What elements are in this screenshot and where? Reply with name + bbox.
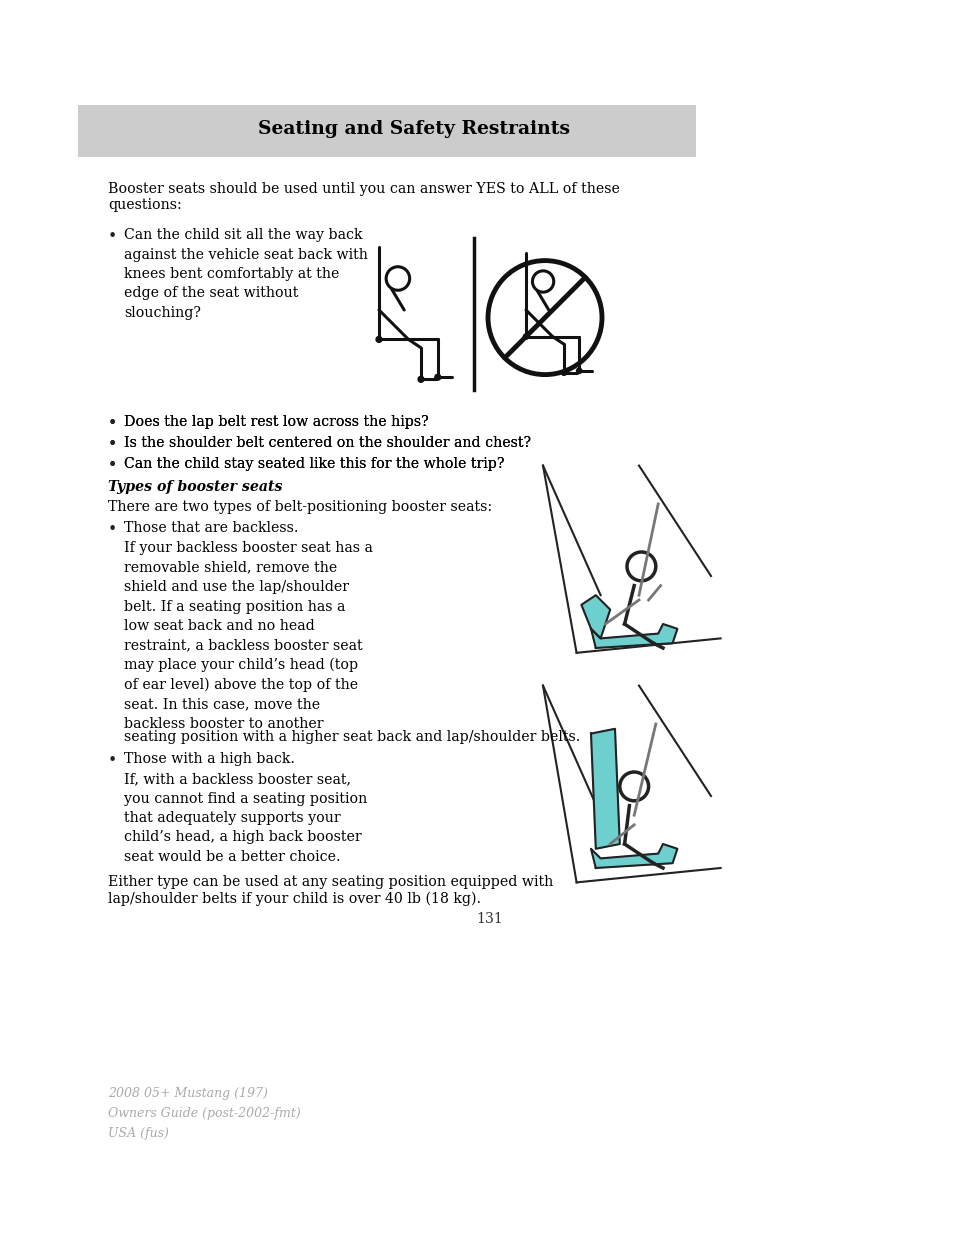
Circle shape (523, 333, 528, 340)
Bar (78, 105, 696, 157)
Text: belt. If a seating position has a: belt. If a seating position has a (124, 599, 345, 614)
Text: Can the child stay seated like this for the whole trip?: Can the child stay seated like this for … (124, 457, 504, 471)
Text: seat would be a better choice.: seat would be a better choice. (124, 850, 340, 864)
Polygon shape (590, 624, 677, 648)
Text: Is the shoulder belt centered on the shoulder and chest?: Is the shoulder belt centered on the sho… (124, 436, 531, 450)
Text: shield and use the lap/shoulder: shield and use the lap/shoulder (124, 580, 349, 594)
Text: against the vehicle seat back with: against the vehicle seat back with (124, 247, 368, 262)
Text: •: • (108, 457, 117, 474)
Circle shape (560, 370, 566, 375)
Text: If your backless booster seat has a: If your backless booster seat has a (124, 541, 373, 555)
Text: There are two types of belt-positioning booster seats:: There are two types of belt-positioning … (108, 500, 492, 514)
Circle shape (375, 336, 381, 342)
Text: backless booster to another: backless booster to another (124, 716, 323, 730)
Text: •: • (108, 752, 117, 769)
Text: Can the child sit all the way back: Can the child sit all the way back (124, 228, 362, 242)
Text: Can the child stay seated like this for the whole trip?: Can the child stay seated like this for … (124, 457, 504, 471)
Text: Booster seats should be used until you can answer YES to ALL of these
questions:: Booster seats should be used until you c… (108, 182, 619, 212)
Text: you cannot find a seating position: you cannot find a seating position (124, 792, 367, 805)
Text: •: • (108, 436, 117, 453)
Text: Is the shoulder belt centered on the shoulder and chest?: Is the shoulder belt centered on the sho… (124, 436, 531, 450)
Text: Does the lap belt rest low across the hips?: Does the lap belt rest low across the hi… (124, 415, 428, 429)
Circle shape (435, 374, 440, 380)
Text: Does the lap belt rest low across the hips?: Does the lap belt rest low across the hi… (124, 415, 428, 429)
Text: knees bent comfortably at the: knees bent comfortably at the (124, 267, 339, 282)
Text: •: • (108, 415, 117, 432)
Text: removable shield, remove the: removable shield, remove the (124, 561, 337, 574)
Text: child’s head, a high back booster: child’s head, a high back booster (124, 830, 361, 845)
Text: •: • (108, 521, 117, 538)
Text: Seating and Safety Restraints: Seating and Safety Restraints (257, 120, 569, 138)
Text: •: • (108, 436, 117, 453)
Text: low seat back and no head: low seat back and no head (124, 619, 314, 634)
Polygon shape (590, 729, 619, 848)
Circle shape (576, 368, 581, 373)
Polygon shape (590, 844, 677, 868)
Text: Either type can be used at any seating position equipped with
lap/shoulder belts: Either type can be used at any seating p… (108, 876, 553, 905)
Text: •: • (108, 457, 117, 474)
Text: Those with a high back.: Those with a high back. (124, 752, 294, 766)
Text: USA (fus): USA (fus) (108, 1128, 169, 1140)
Text: seat. In this case, move the: seat. In this case, move the (124, 697, 320, 711)
Polygon shape (580, 595, 610, 638)
Text: of ear level) above the top of the: of ear level) above the top of the (124, 678, 357, 692)
Text: Types of booster seats: Types of booster seats (108, 480, 282, 494)
Text: slouching?: slouching? (124, 306, 201, 320)
Text: that adequately supports your: that adequately supports your (124, 811, 340, 825)
Text: restraint, a backless booster seat: restraint, a backless booster seat (124, 638, 362, 652)
Text: •: • (108, 415, 117, 432)
Text: may place your child’s head (top: may place your child’s head (top (124, 658, 357, 672)
Text: seating position with a higher seat back and lap/shoulder belts.: seating position with a higher seat back… (124, 730, 579, 743)
Text: 131: 131 (476, 911, 503, 926)
Text: edge of the seat without: edge of the seat without (124, 287, 298, 300)
Text: If, with a backless booster seat,: If, with a backless booster seat, (124, 772, 351, 785)
Text: 2008 05+ Mustang (197): 2008 05+ Mustang (197) (108, 1087, 268, 1100)
Text: Those that are backless.: Those that are backless. (124, 521, 298, 535)
Text: •: • (108, 228, 117, 245)
Circle shape (417, 377, 423, 383)
Text: Owners Guide (post-2002-fmt): Owners Guide (post-2002-fmt) (108, 1107, 300, 1120)
